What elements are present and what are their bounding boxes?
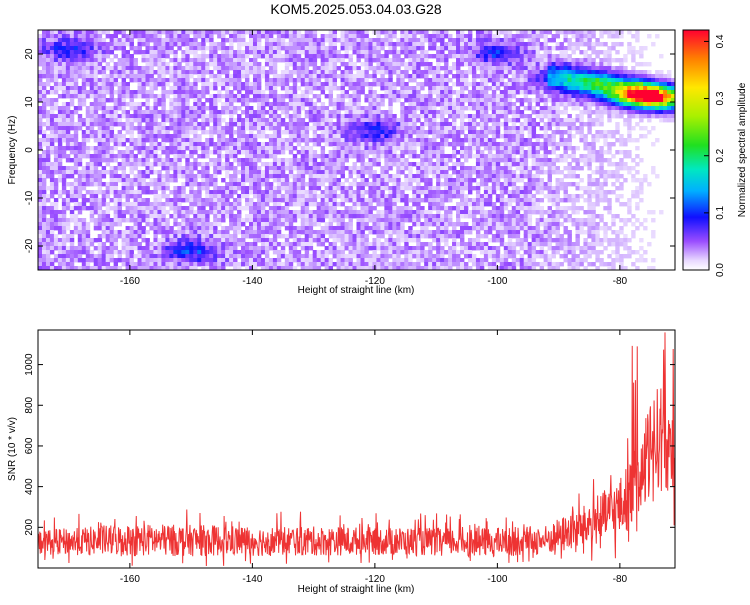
snr-ytick-label: 800 [24, 396, 35, 413]
heatmap-cells [38, 30, 675, 270]
snr-xtick-label: -100 [487, 574, 507, 585]
heatmap-xtick-label: -100 [487, 276, 507, 287]
heatmap-xtick-label: -140 [242, 276, 262, 287]
snr-ytick-label: 600 [24, 437, 35, 454]
snr-xtick-label: -80 [613, 574, 628, 585]
snr-xtick-label: -160 [120, 574, 140, 585]
heatmap-ytick-label: 10 [24, 96, 35, 108]
heatmap-xlabel: Height of straight line (km) [298, 285, 415, 296]
heatmap-ytick-label: -10 [24, 190, 35, 205]
colorbar-gradient [683, 30, 709, 270]
figure-title: KOM5.2025.053.04.03.G28 [270, 1, 441, 17]
colorbar-tick-label: 0.2 [715, 148, 726, 162]
heatmap-xtick-label: -80 [613, 276, 628, 287]
colorbar-tick-label: 0.3 [715, 91, 726, 105]
heatmap-ytick-label: 0 [24, 147, 35, 153]
colorbar-tick-label: 0.4 [715, 34, 726, 48]
snr-ytick-label: 200 [24, 519, 35, 536]
snr-xlabel: Height of straight line (km) [298, 584, 415, 595]
snr-ylabel: SNR (10 * v/v) [7, 417, 18, 481]
heatmap-xtick-label: -160 [120, 276, 140, 287]
heatmap-ytick-label: 20 [24, 48, 35, 60]
colorbar-tick-label: 0.0 [715, 263, 726, 277]
snr-ytick-label: 1000 [24, 353, 35, 376]
snr-xtick-label: -140 [242, 574, 262, 585]
heatmap-ytick-label: -20 [24, 238, 35, 253]
colorbar-label: Normalized spectral amplitude [737, 82, 748, 217]
colorbar: 0.0 0.1 0.2 0.3 0.4 Normalized spectral ampl… [683, 30, 748, 277]
snr-ytick-label: 400 [24, 478, 35, 495]
heatmap-ylabel: Frequency (Hz) [7, 116, 18, 185]
colorbar-tick-label: 0.1 [715, 205, 726, 219]
